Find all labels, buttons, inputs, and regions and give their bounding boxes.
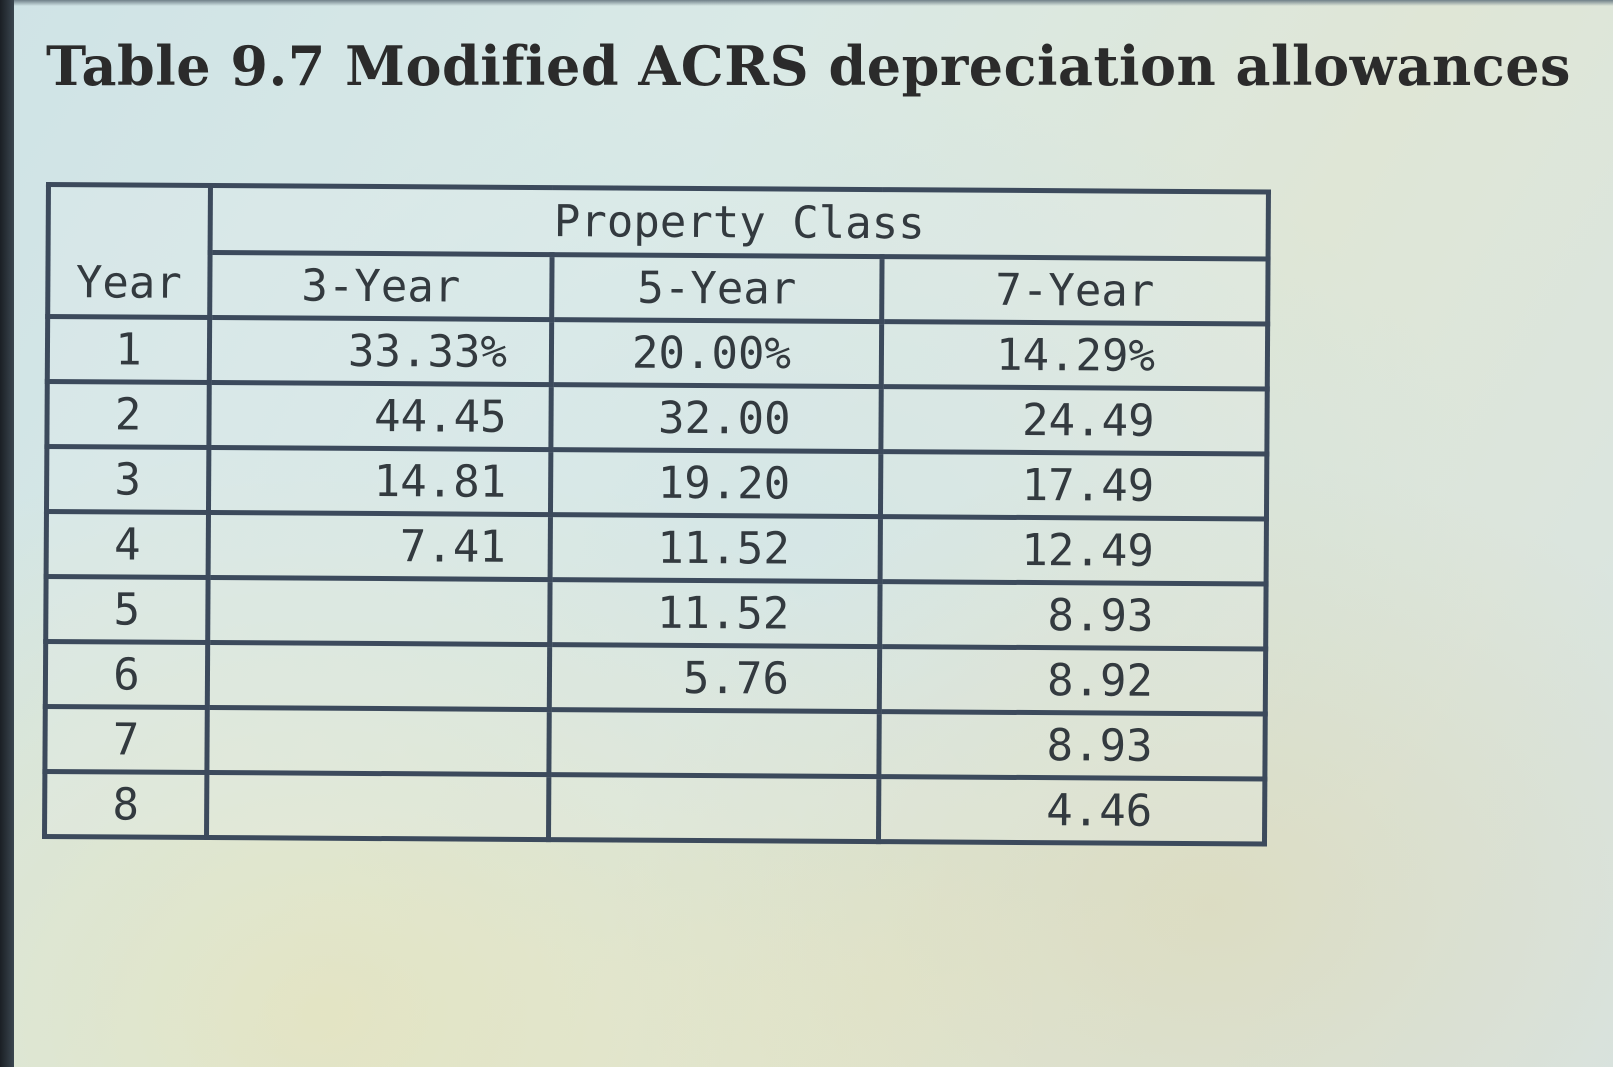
- value-cell-3-year: 14.81: [208, 447, 551, 515]
- value-cell-7-year: 8.93: [878, 711, 1266, 779]
- year-cell: 3: [46, 446, 209, 513]
- page-title: Table 9.7 Modified ACRS depreciation all…: [46, 34, 1571, 98]
- value-cell-5-year: 32.00: [550, 384, 882, 452]
- table-header-row-columns: 3-Year 5-Year 7-Year: [48, 252, 1269, 324]
- screen-top-edge: [0, 0, 1613, 6]
- value-cell-7-year: 14.29%: [881, 321, 1268, 389]
- column-header-year: Year: [47, 184, 211, 318]
- screen-left-bezel: [0, 0, 14, 1067]
- table-row: 5 11.52 8.93: [45, 576, 1267, 649]
- column-header-7-year: 7-Year: [881, 256, 1269, 324]
- table-row: 8 4.46: [44, 771, 1265, 844]
- table-row: 1 33.33% 20.00% 14.29%: [47, 316, 1268, 389]
- value-cell-7-year: 8.93: [879, 581, 1267, 649]
- value-cell-7-year: 4.46: [878, 776, 1265, 844]
- value-cell-3-year: 44.45: [208, 382, 552, 450]
- year-cell: 1: [47, 316, 210, 383]
- value-cell-7-year: 17.49: [880, 451, 1267, 519]
- value-cell-3-year: [206, 707, 550, 775]
- value-cell-5-year: 11.52: [550, 514, 881, 582]
- depreciation-table: Year Property Class 3-Year 5-Year 7-Year…: [41, 182, 1272, 847]
- value-cell-3-year: [207, 577, 551, 645]
- value-cell-7-year: 8.92: [879, 646, 1266, 714]
- value-cell-3-year: [206, 772, 549, 840]
- year-cell: 8: [44, 771, 207, 838]
- value-cell-5-year: 5.76: [549, 644, 880, 712]
- table-row: 4 7.41 11.52 12.49: [46, 511, 1267, 584]
- value-cell-5-year: 19.20: [550, 449, 881, 517]
- value-cell-5-year: [548, 774, 879, 842]
- year-cell: 2: [46, 381, 210, 448]
- table-row: 3 14.81 19.20 17.49: [46, 446, 1267, 519]
- value-cell-5-year: 11.52: [549, 579, 881, 647]
- value-cell-5-year: 20.00%: [551, 319, 882, 387]
- value-cell-3-year: 7.41: [208, 512, 551, 580]
- column-header-5-year: 5-Year: [551, 254, 883, 322]
- value-cell-5-year: [548, 709, 880, 777]
- table-row: 6 5.76 8.92: [45, 641, 1266, 714]
- year-cell: 6: [45, 641, 208, 708]
- table-row: 2 44.45 32.00 24.49: [46, 381, 1268, 454]
- year-cell: 7: [44, 706, 208, 773]
- year-cell: 5: [45, 576, 209, 643]
- column-header-3-year: 3-Year: [209, 252, 553, 320]
- value-cell-3-year: [207, 642, 550, 710]
- value-cell-7-year: 12.49: [880, 516, 1267, 584]
- property-class-header: Property Class: [210, 185, 1269, 259]
- value-cell-7-year: 24.49: [880, 386, 1268, 454]
- year-cell: 4: [46, 511, 209, 578]
- table-container: Year Property Class 3-Year 5-Year 7-Year…: [41, 182, 1272, 847]
- value-cell-3-year: 33.33%: [209, 317, 552, 385]
- table-header-row-group: Year Property Class: [47, 184, 1269, 318]
- table-row: 7 8.93: [44, 706, 1266, 779]
